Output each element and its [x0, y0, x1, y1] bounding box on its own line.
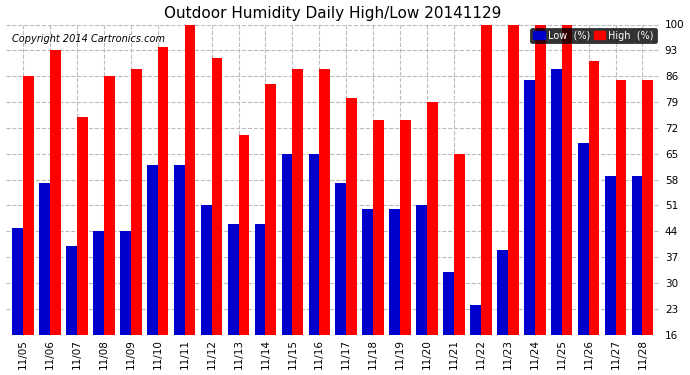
Bar: [562, 24, 573, 375]
Bar: [266, 84, 276, 375]
Bar: [174, 165, 185, 375]
Bar: [524, 80, 535, 375]
Bar: [255, 224, 266, 375]
Bar: [23, 76, 34, 375]
Bar: [362, 209, 373, 375]
Bar: [346, 98, 357, 375]
Bar: [481, 24, 492, 375]
Bar: [185, 24, 195, 375]
Bar: [631, 176, 642, 375]
Bar: [604, 176, 615, 375]
Bar: [443, 272, 454, 375]
Bar: [201, 206, 212, 375]
Bar: [12, 228, 23, 375]
Bar: [239, 135, 249, 375]
Bar: [77, 117, 88, 375]
Bar: [293, 69, 303, 375]
Legend: Low  (%), High  (%): Low (%), High (%): [530, 28, 657, 44]
Bar: [319, 69, 330, 375]
Bar: [470, 305, 481, 375]
Title: Outdoor Humidity Daily High/Low 20141129: Outdoor Humidity Daily High/Low 20141129: [164, 6, 502, 21]
Bar: [66, 246, 77, 375]
Bar: [147, 165, 158, 375]
Bar: [104, 76, 115, 375]
Bar: [93, 231, 104, 375]
Bar: [427, 102, 437, 375]
Bar: [212, 58, 222, 375]
Bar: [535, 24, 546, 375]
Bar: [454, 154, 464, 375]
Bar: [508, 24, 519, 375]
Bar: [308, 154, 319, 375]
Bar: [39, 183, 50, 375]
Bar: [416, 206, 427, 375]
Bar: [389, 209, 400, 375]
Bar: [335, 183, 346, 375]
Bar: [589, 62, 600, 375]
Bar: [131, 69, 141, 375]
Bar: [497, 250, 508, 375]
Bar: [400, 120, 411, 375]
Text: Copyright 2014 Cartronics.com: Copyright 2014 Cartronics.com: [12, 34, 165, 44]
Bar: [282, 154, 293, 375]
Bar: [158, 46, 168, 375]
Bar: [50, 50, 61, 375]
Bar: [615, 80, 627, 375]
Bar: [228, 224, 239, 375]
Bar: [642, 80, 653, 375]
Bar: [578, 142, 589, 375]
Bar: [120, 231, 131, 375]
Bar: [373, 120, 384, 375]
Bar: [551, 69, 562, 375]
